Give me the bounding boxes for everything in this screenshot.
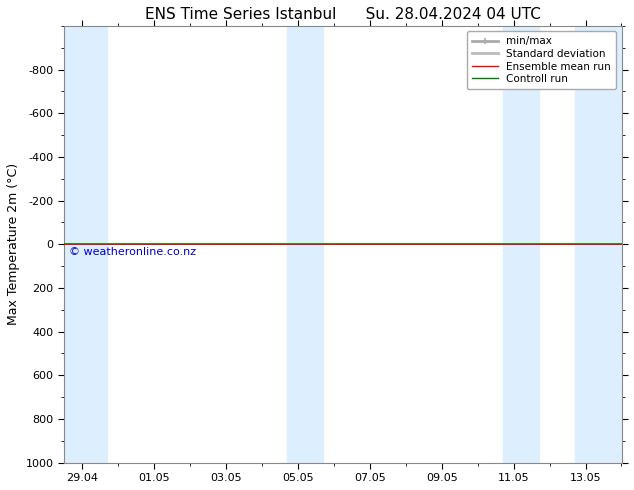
- Legend: min/max, Standard deviation, Ensemble mean run, Controll run: min/max, Standard deviation, Ensemble me…: [467, 31, 616, 89]
- Text: © weatheronline.co.nz: © weatheronline.co.nz: [70, 247, 197, 257]
- Bar: [64, 26, 107, 463]
- Bar: [503, 26, 539, 463]
- Title: ENS Time Series Istanbul      Su. 28.04.2024 04 UTC: ENS Time Series Istanbul Su. 28.04.2024 …: [145, 7, 541, 22]
- Bar: [287, 26, 323, 463]
- Bar: [575, 26, 621, 463]
- Y-axis label: Max Temperature 2m (°C): Max Temperature 2m (°C): [7, 163, 20, 325]
